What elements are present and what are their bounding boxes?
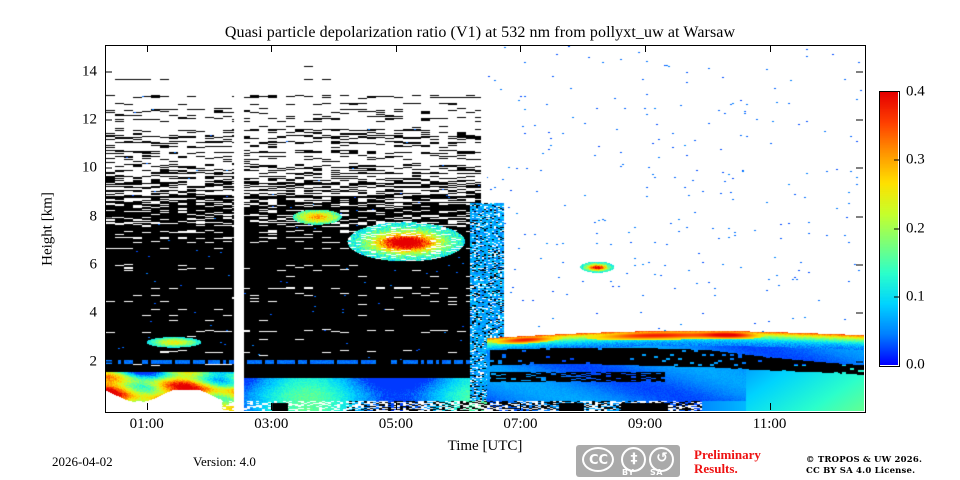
cc-sa-label: SA: [650, 468, 663, 477]
footer-version: Version: 4.0: [193, 454, 256, 469]
y-axis-label-wrapper: Height [km]: [40, 45, 56, 413]
cc-sa-arrow-icon: ↺: [656, 450, 668, 466]
y-tick-label: 6: [89, 256, 98, 273]
colorbar-tick-mark: [894, 296, 900, 298]
colorbar-tick-mark: [894, 159, 900, 161]
x-tick-mark: [645, 403, 646, 410]
page-title: Quasi particle depolarization ratio (V1)…: [224, 24, 736, 41]
x-tick-mark: [520, 45, 522, 52]
x-tick-mark: [271, 403, 273, 410]
y-tick-mark: [856, 167, 863, 169]
x-tick-mark: [769, 45, 771, 52]
y-tick-label: 14: [82, 63, 97, 80]
x-tick-mark: [769, 403, 771, 410]
heatmap-plot-area[interactable]: [105, 45, 866, 413]
y-tick-label: 10: [82, 159, 97, 176]
y-tick-label: 8: [89, 208, 98, 225]
x-axis-label-wrapper: Time [UTC]: [105, 0, 866, 454]
copyright-credits: © TROPOS & UW 2026. CC BY SA 4.0 License…: [806, 455, 922, 477]
colorbar-tick-label: 0.1: [906, 288, 925, 305]
cc-license-badge-icon[interactable]: CC ‡ ↺ BY SA: [576, 445, 680, 477]
y-tick-mark: [105, 312, 112, 314]
x-tick-mark: [395, 45, 397, 52]
x-tick-mark: [146, 403, 148, 410]
x-tick-label: 01:00: [129, 416, 164, 432]
preliminary-results-notice: Preliminary Results.: [694, 447, 761, 476]
y-tick-mark: [856, 216, 863, 218]
y-tick-mark: [856, 312, 863, 314]
y-tick-mark: [856, 361, 863, 363]
cc-by-person-icon: ‡: [630, 451, 638, 467]
x-tick-mark: [146, 45, 148, 52]
colorbar[interactable]: [879, 91, 900, 367]
y-tick-mark: [105, 71, 112, 73]
colorbar-tick-label: 0.4: [906, 83, 925, 100]
x-tick-label: 05:00: [378, 416, 413, 432]
y-tick-label: 4: [89, 304, 98, 321]
cc-circle-icon: [582, 447, 614, 472]
quicklook-heatmap-canvas[interactable]: [106, 46, 864, 411]
y-tick-mark: [105, 264, 112, 266]
footer-date: 2026-04-02: [52, 454, 113, 469]
y-tick-mark: [856, 264, 863, 266]
x-tick-mark: [271, 45, 273, 52]
x-tick-mark: [395, 403, 397, 410]
credits-line-1: © TROPOS & UW 2026.: [806, 455, 923, 465]
x-tick-mark: [645, 45, 646, 52]
colorbar-tick-label: 0.2: [906, 220, 925, 236]
y-tick-mark: [856, 71, 863, 73]
colorbar-gradient: [880, 92, 898, 365]
colorbar-tick-mark: [894, 228, 900, 229]
x-tick-label: 03:00: [254, 416, 289, 432]
y-tick-mark: [105, 167, 112, 169]
cc-logo-text: CC: [588, 452, 609, 468]
credits-line-2: CC BY SA 4.0 License.: [806, 466, 916, 476]
y-axis-label: Height [km]: [39, 192, 56, 266]
cc-by-label: BY: [622, 468, 635, 477]
colorbar-tick-label: 0.3: [906, 151, 925, 168]
x-tick-label: 07:00: [503, 416, 538, 432]
x-axis-label: Time [UTC]: [447, 438, 523, 454]
y-tick-mark: [105, 216, 112, 218]
x-tick-label: 09:00: [627, 416, 663, 432]
cc-by-circle-icon: [621, 447, 646, 472]
y-tick-mark: [105, 361, 112, 363]
y-tick-mark: [856, 119, 863, 121]
y-tick-mark: [105, 119, 112, 121]
cc-sa-circle-icon: [649, 447, 674, 472]
y-tick-label: 12: [82, 111, 97, 128]
cc-badge-icons: CC ‡ ↺: [576, 446, 680, 472]
y-tick-label: 2: [89, 353, 98, 370]
x-tick-label: 11:00: [752, 416, 787, 432]
colorbar-tick-label: 0.0: [906, 356, 925, 373]
x-tick-mark: [520, 403, 522, 410]
